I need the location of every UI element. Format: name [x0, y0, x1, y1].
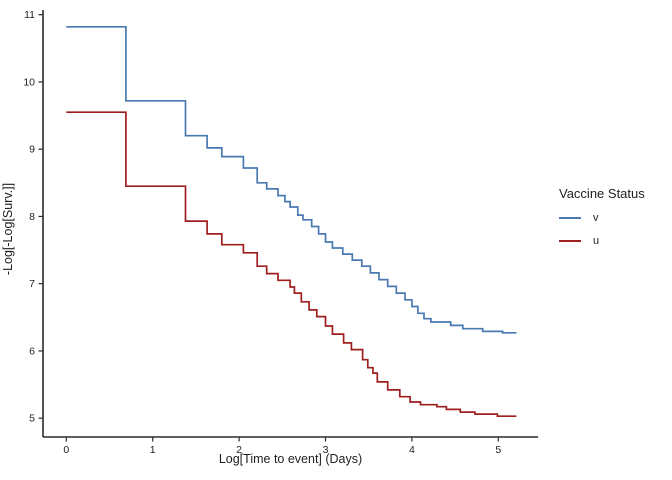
y-tick-label: 9 — [29, 144, 35, 156]
legend-item-v: v — [559, 211, 645, 225]
legend-line-swatch-u — [559, 240, 581, 242]
x-tick-label: 3 — [323, 444, 329, 456]
y-tick-label: 8 — [29, 211, 35, 223]
y-tick-label: 11 — [24, 9, 35, 21]
x-tick-label: 5 — [495, 444, 501, 456]
y-tick-label: 10 — [23, 76, 35, 88]
legend: Vaccine Status v u — [559, 186, 645, 248]
legend-line-swatch-v — [559, 217, 581, 219]
legend-title: Vaccine Status — [559, 186, 645, 201]
series-curve-v — [66, 25, 517, 334]
legend-label-v: v — [593, 212, 599, 224]
y-tick-label: 7 — [29, 278, 35, 290]
x-tick-label: 2 — [236, 444, 242, 456]
x-tick-label: 0 — [63, 444, 69, 456]
x-tick-label: 4 — [409, 444, 415, 456]
y-tick-label: 6 — [29, 345, 35, 357]
y-axis-title: -Log[-Log[Surv.]] — [1, 182, 15, 276]
legend-label-u: u — [593, 235, 600, 247]
x-tick-label: 1 — [150, 444, 156, 456]
series-curve-u — [66, 111, 517, 418]
y-tick-label: 5 — [29, 413, 35, 425]
legend-item-u: u — [559, 234, 645, 248]
x-axis-title: Log[Time to event] (Days) — [218, 452, 363, 466]
